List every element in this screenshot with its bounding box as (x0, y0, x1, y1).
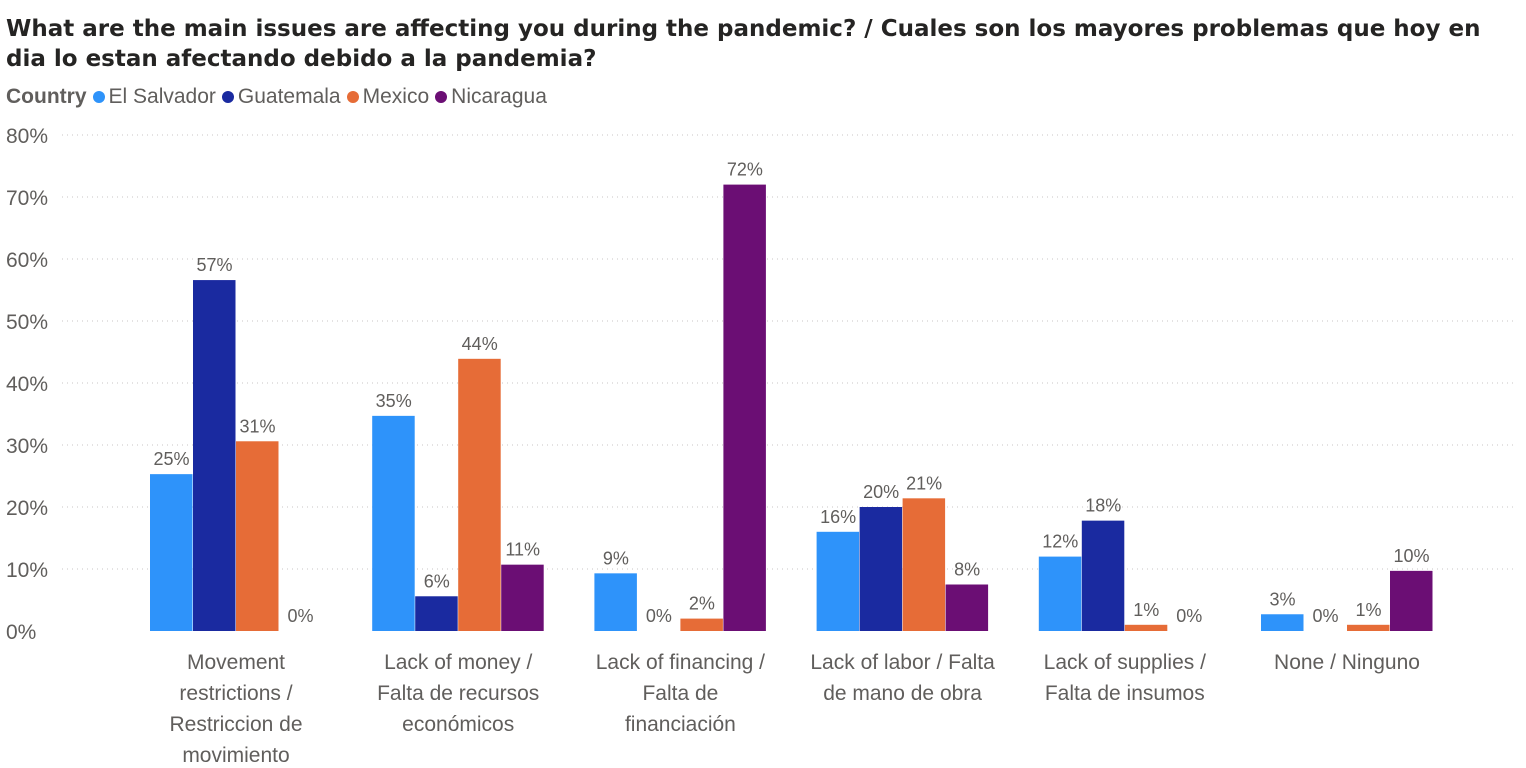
x-tick-label: None / Ninguno (1274, 651, 1420, 674)
data-label: 21% (906, 473, 942, 493)
legend-dot-nicaragua (435, 91, 448, 103)
legend-label-el-salvador: El Salvador (108, 85, 216, 108)
legend-title: Country (6, 85, 87, 108)
data-label: 72% (727, 160, 763, 180)
legend-label-mexico: Mexico (362, 85, 430, 108)
data-label: 12% (1042, 532, 1078, 552)
data-label: 0% (1312, 606, 1338, 626)
bar[interactable] (501, 564, 544, 631)
y-tick-label: 40% (6, 373, 48, 396)
x-tick-label: restrictions / (179, 682, 292, 705)
bar[interactable] (680, 618, 723, 631)
bar[interactable] (372, 415, 415, 631)
bar[interactable] (945, 584, 989, 632)
x-tick-label: Falta de (642, 682, 718, 705)
y-tick-label: 30% (6, 435, 48, 458)
x-tick-label: de mano de obra (823, 682, 982, 705)
legend-dot-el-salvador (92, 91, 105, 103)
data-label: 2% (689, 594, 715, 614)
data-label: 11% (505, 540, 540, 560)
x-tick-label: Lack of labor / Falta (810, 651, 995, 674)
y-tick-label: 20% (6, 497, 48, 520)
bar[interactable] (816, 531, 860, 631)
y-tick-label: 80% (6, 125, 48, 148)
data-label: 1% (1133, 600, 1159, 620)
data-label: 6% (424, 571, 450, 591)
x-tick-label: Falta de recursos (377, 682, 539, 705)
bar[interactable] (193, 280, 236, 631)
x-tick-label: Lack of money / (384, 651, 532, 674)
bar[interactable] (1390, 570, 1433, 631)
data-label: 0% (287, 606, 313, 626)
chart-title: What are the main issues are affecting y… (6, 16, 1481, 72)
legend: Country El Salvador Guatemala Mexico Nic… (6, 84, 553, 110)
data-label: 0% (646, 606, 672, 626)
legend-dot-mexico (346, 91, 359, 103)
x-tick-label: Movement (187, 651, 285, 674)
y-tick-label: 70% (6, 187, 48, 210)
data-label: 16% (820, 507, 856, 527)
y-tick-label: 60% (6, 249, 48, 272)
data-label: 35% (376, 391, 412, 411)
y-tick-label: 10% (6, 559, 48, 582)
x-tick-label: movimiento (182, 744, 289, 767)
data-label: 20% (863, 482, 899, 502)
data-label: 1% (1355, 600, 1381, 620)
data-label: 10% (1393, 546, 1429, 566)
data-label: 0% (1176, 606, 1202, 626)
x-tick-label: Falta de insumos (1045, 682, 1205, 705)
bar[interactable] (236, 441, 279, 631)
bar[interactable] (723, 184, 766, 631)
legend-label-guatemala: Guatemala (237, 85, 341, 108)
bar[interactable] (1347, 624, 1390, 631)
legend-item-mexico[interactable]: Mexico (346, 85, 430, 109)
x-tick-label: Lack of financing / (596, 651, 765, 674)
data-label: 8% (954, 560, 980, 580)
y-tick-label: 50% (6, 311, 48, 334)
x-tick-label: Restriccion de (169, 713, 302, 736)
data-label: 3% (1269, 589, 1295, 609)
data-label: 57% (196, 255, 232, 275)
bar[interactable] (150, 474, 193, 631)
y-tick-label: 0% (6, 621, 36, 644)
data-label: 18% (1085, 496, 1121, 516)
bar[interactable] (1081, 520, 1125, 631)
bar[interactable] (1038, 556, 1082, 631)
legend-item-guatemala[interactable]: Guatemala (221, 85, 341, 109)
data-label: 9% (603, 548, 629, 568)
bar[interactable] (594, 573, 637, 631)
x-tick-label: económicos (402, 713, 514, 736)
x-tick-label: Lack of supplies / (1044, 651, 1206, 674)
data-label: 25% (153, 449, 189, 469)
bar[interactable] (1261, 614, 1304, 631)
bar[interactable] (902, 498, 946, 631)
legend-label-nicaragua: Nicaragua (451, 85, 547, 108)
bar[interactable] (458, 358, 501, 631)
bar[interactable] (859, 507, 903, 631)
bar[interactable] (1124, 624, 1168, 631)
legend-item-el-salvador[interactable]: El Salvador (92, 85, 216, 109)
legend-item-nicaragua[interactable]: Nicaragua (435, 85, 547, 109)
x-tick-label: financiación (625, 713, 736, 736)
legend-dot-guatemala (221, 91, 234, 103)
bar[interactable] (415, 596, 458, 631)
data-label: 44% (462, 334, 498, 354)
data-label: 31% (239, 416, 275, 436)
